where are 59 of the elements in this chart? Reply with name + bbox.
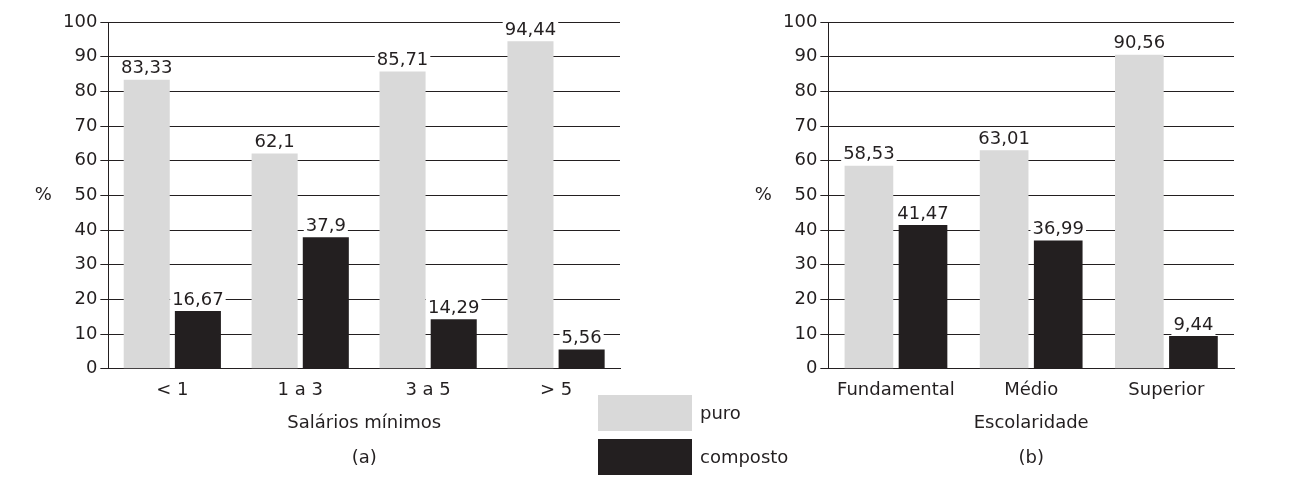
data-label: 9,44 (1173, 312, 1214, 334)
y-tick-label: 70 (74, 113, 98, 135)
y-tick-label: 0 (85, 356, 98, 378)
data-label: 16,67 (172, 287, 224, 309)
text: (b) (1018, 445, 1044, 467)
x-tick-label: Fundamental (837, 378, 955, 400)
x-axis-title: Salários mínimos (287, 410, 442, 432)
x-tick-label: 1 a 3 (277, 378, 323, 400)
bar (123, 79, 170, 369)
data-label: 41,47 (897, 201, 949, 223)
text: (a) (351, 445, 377, 467)
y-tick-label: 90 (74, 44, 98, 66)
bar (558, 349, 605, 369)
y-tick-label: 100 (783, 9, 818, 31)
y-tick-label: 10 (74, 321, 98, 343)
y-tick-label: 20 (794, 287, 818, 309)
data-label: 94,44 (504, 17, 557, 39)
bar (1115, 54, 1164, 369)
data-label: 62,1 (254, 130, 295, 152)
bar (844, 165, 894, 369)
bar (507, 41, 554, 369)
x-tick-label: < 1 (156, 378, 189, 400)
y-tick-label: 60 (794, 148, 818, 170)
text: composto (700, 446, 789, 468)
data-label: 58,53 (843, 142, 895, 164)
x-axis-title: Escolaridade (973, 410, 1089, 432)
y-axis-title: % (754, 183, 772, 205)
data-label: 83,33 (120, 56, 173, 78)
data-label: 63,01 (978, 126, 1030, 148)
x-tick-label: Superior (1128, 378, 1206, 400)
y-tick-label: 30 (794, 252, 818, 274)
data-label: 36,99 (1032, 217, 1084, 239)
y-tick-label: 10 (794, 321, 818, 343)
y-tick-label: 50 (74, 183, 98, 205)
data-label: 90,56 (1113, 31, 1166, 53)
y-tick-label: 80 (794, 79, 818, 101)
x-tick-label: Médio (1004, 378, 1059, 400)
y-tick-label: 20 (74, 287, 98, 309)
x-tick-label: > 5 (539, 378, 573, 400)
bar (979, 150, 1029, 369)
y-tick-label: 100 (63, 9, 98, 31)
bar (251, 153, 298, 369)
bar (379, 71, 426, 369)
y-tick-label: 60 (74, 148, 98, 170)
data-label: 14,29 (427, 295, 480, 317)
data-label: 37,9 (305, 214, 346, 236)
y-tick-label: 80 (74, 79, 98, 101)
y-tick-label: 50 (794, 183, 818, 205)
y-tick-label: 30 (74, 252, 98, 274)
y-tick-label: 0 (805, 356, 818, 378)
x-tick-label: 3 a 5 (405, 378, 451, 400)
y-axis-title: % (34, 183, 52, 205)
y-tick-label: 40 (74, 217, 98, 239)
y-tick-label: 90 (794, 44, 818, 66)
data-label: 5,56 (561, 326, 602, 348)
y-tick-label: 40 (794, 217, 818, 239)
data-label: 85,71 (376, 48, 429, 70)
text: puro (700, 402, 741, 424)
y-tick-label: 70 (794, 113, 818, 135)
